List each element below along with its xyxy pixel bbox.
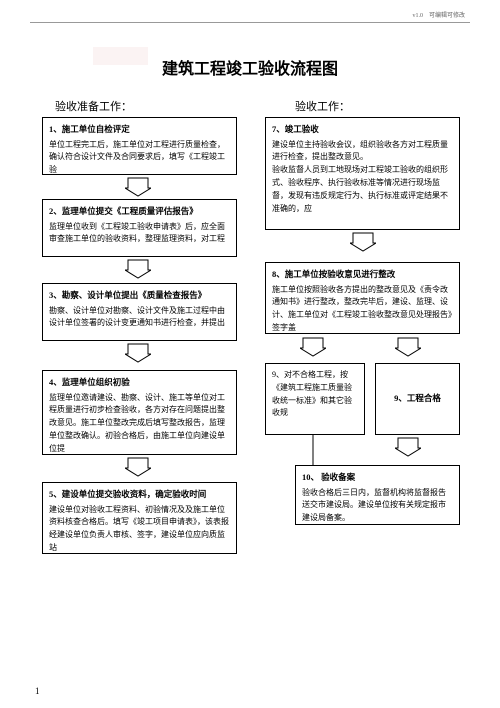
box-9-left: 9、对不合格工程，按《建筑工程施工质量验收统一标准》和其它验收规 [265,363,365,435]
arrow-7-8 [350,231,376,253]
box-2-title: 2、监理单位提交《工程质量评估报告》 [49,205,230,219]
box-3-body: 勘察、设计单位对勘察、设计文件及施工过程中由设计单位签署的设计变更通知书进行检查… [49,305,230,331]
arrow-3-4 [125,342,151,364]
arrow-1-2 [125,176,151,198]
arrow-2-3 [125,258,151,280]
box-1-body: 单位工程完工后，施工单位对工程进行质量检查，确认符合设计文件及合同要求后，填写《… [49,139,230,177]
box-7-body: 建设单位主持验收会议，组织验收各方对工程质量进行检查，提出整改意见。 验收监督人… [272,139,453,216]
left-section-label: 验收准备工作： [55,98,132,114]
box-1-title: 1、施工单位自检评定 [49,123,230,137]
box-10-title: 10、 验收备案 [302,471,453,485]
box-2-body: 监理单位收到《工程竣工验收申请表》后，应全面审查施工单位的验收资料，整理监理资料… [49,221,230,247]
arrow-4-5 [125,456,151,478]
box-3: 3、勘察、设计单位提出《质量检查报告》 勘察、设计单位对勘察、设计文件及施工过程… [42,283,237,341]
box-10-body: 验收合格后三日内，监督机构将监督报告送交市建设局。建设单位按有关规定报市建设局备… [302,487,453,525]
top-rule [30,22,470,23]
box-4-body: 监理单位邀请建设、勘察、设计、施工等单位对工程质量进行初步检查验收，各方对存在问… [49,392,230,456]
box-5-title: 5、建设单位提交验收资料，确定验收时间 [49,488,230,502]
box-2: 2、监理单位提交《工程质量评估报告》 监理单位收到《工程竣工验收申请表》后，应全… [42,199,237,257]
box-9-right-title: 9、工程合格 [394,392,441,406]
right-section-label: 验收工作： [295,98,350,114]
box-5: 5、建设单位提交验收资料，确定验收时间 建设单位对验收工程资料、初验情况及及施工… [42,482,237,554]
arrow-8-9a [300,336,326,358]
box-10: 10、 验收备案 验收合格后三日内，监督机构将监督报告送交市建设局。建设单位按有… [295,465,460,525]
page-title: 建筑工程竣工验收流程图 [0,55,500,79]
box-1: 1、施工单位自检评定 单位工程完工后，施工单位对工程进行质量检查，确认符合设计文… [42,117,237,175]
box-9-left-body: 9、对不合格工程，按《建筑工程施工质量验收统一标准》和其它验收规 [272,369,358,420]
header-right-text: v1.0 可编辑可修改 [412,10,465,19]
box-8-body: 施工单位按照验收各方提出的整改意见及《责令改通知书》进行整改，整改完毕后，建设、… [272,284,453,335]
box-8: 8、施工单位按验收意见进行整改 施工单位按照验收各方提出的整改意见及《责令改通知… [265,262,460,334]
page-number: 1 [35,686,40,696]
box-7-title: 7、竣工验收 [272,123,453,137]
arrow-8-9b [395,336,421,358]
box-4: 4、监理单位组织初验 监理单位邀请建设、勘察、设计、施工等单位对工程质量进行初步… [42,370,237,455]
box-8-title: 8、施工单位按验收意见进行整改 [272,268,453,282]
arrow-9-10 [395,436,421,458]
box-3-title: 3、勘察、设计单位提出《质量检查报告》 [49,289,230,303]
box-9-right: 9、工程合格 [375,363,460,435]
box-7: 7、竣工验收 建设单位主持验收会议，组织验收各方对工程质量进行检查，提出整改意见… [265,117,460,230]
box-4-title: 4、监理单位组织初验 [49,376,230,390]
box-5-body: 建设单位对验收工程资料、初验情况及及施工单位资料核查合格后。填写《竣工项目申请表… [49,504,230,555]
